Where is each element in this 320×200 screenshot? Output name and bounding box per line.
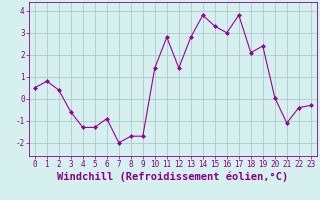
X-axis label: Windchill (Refroidissement éolien,°C): Windchill (Refroidissement éolien,°C) bbox=[57, 172, 288, 182]
